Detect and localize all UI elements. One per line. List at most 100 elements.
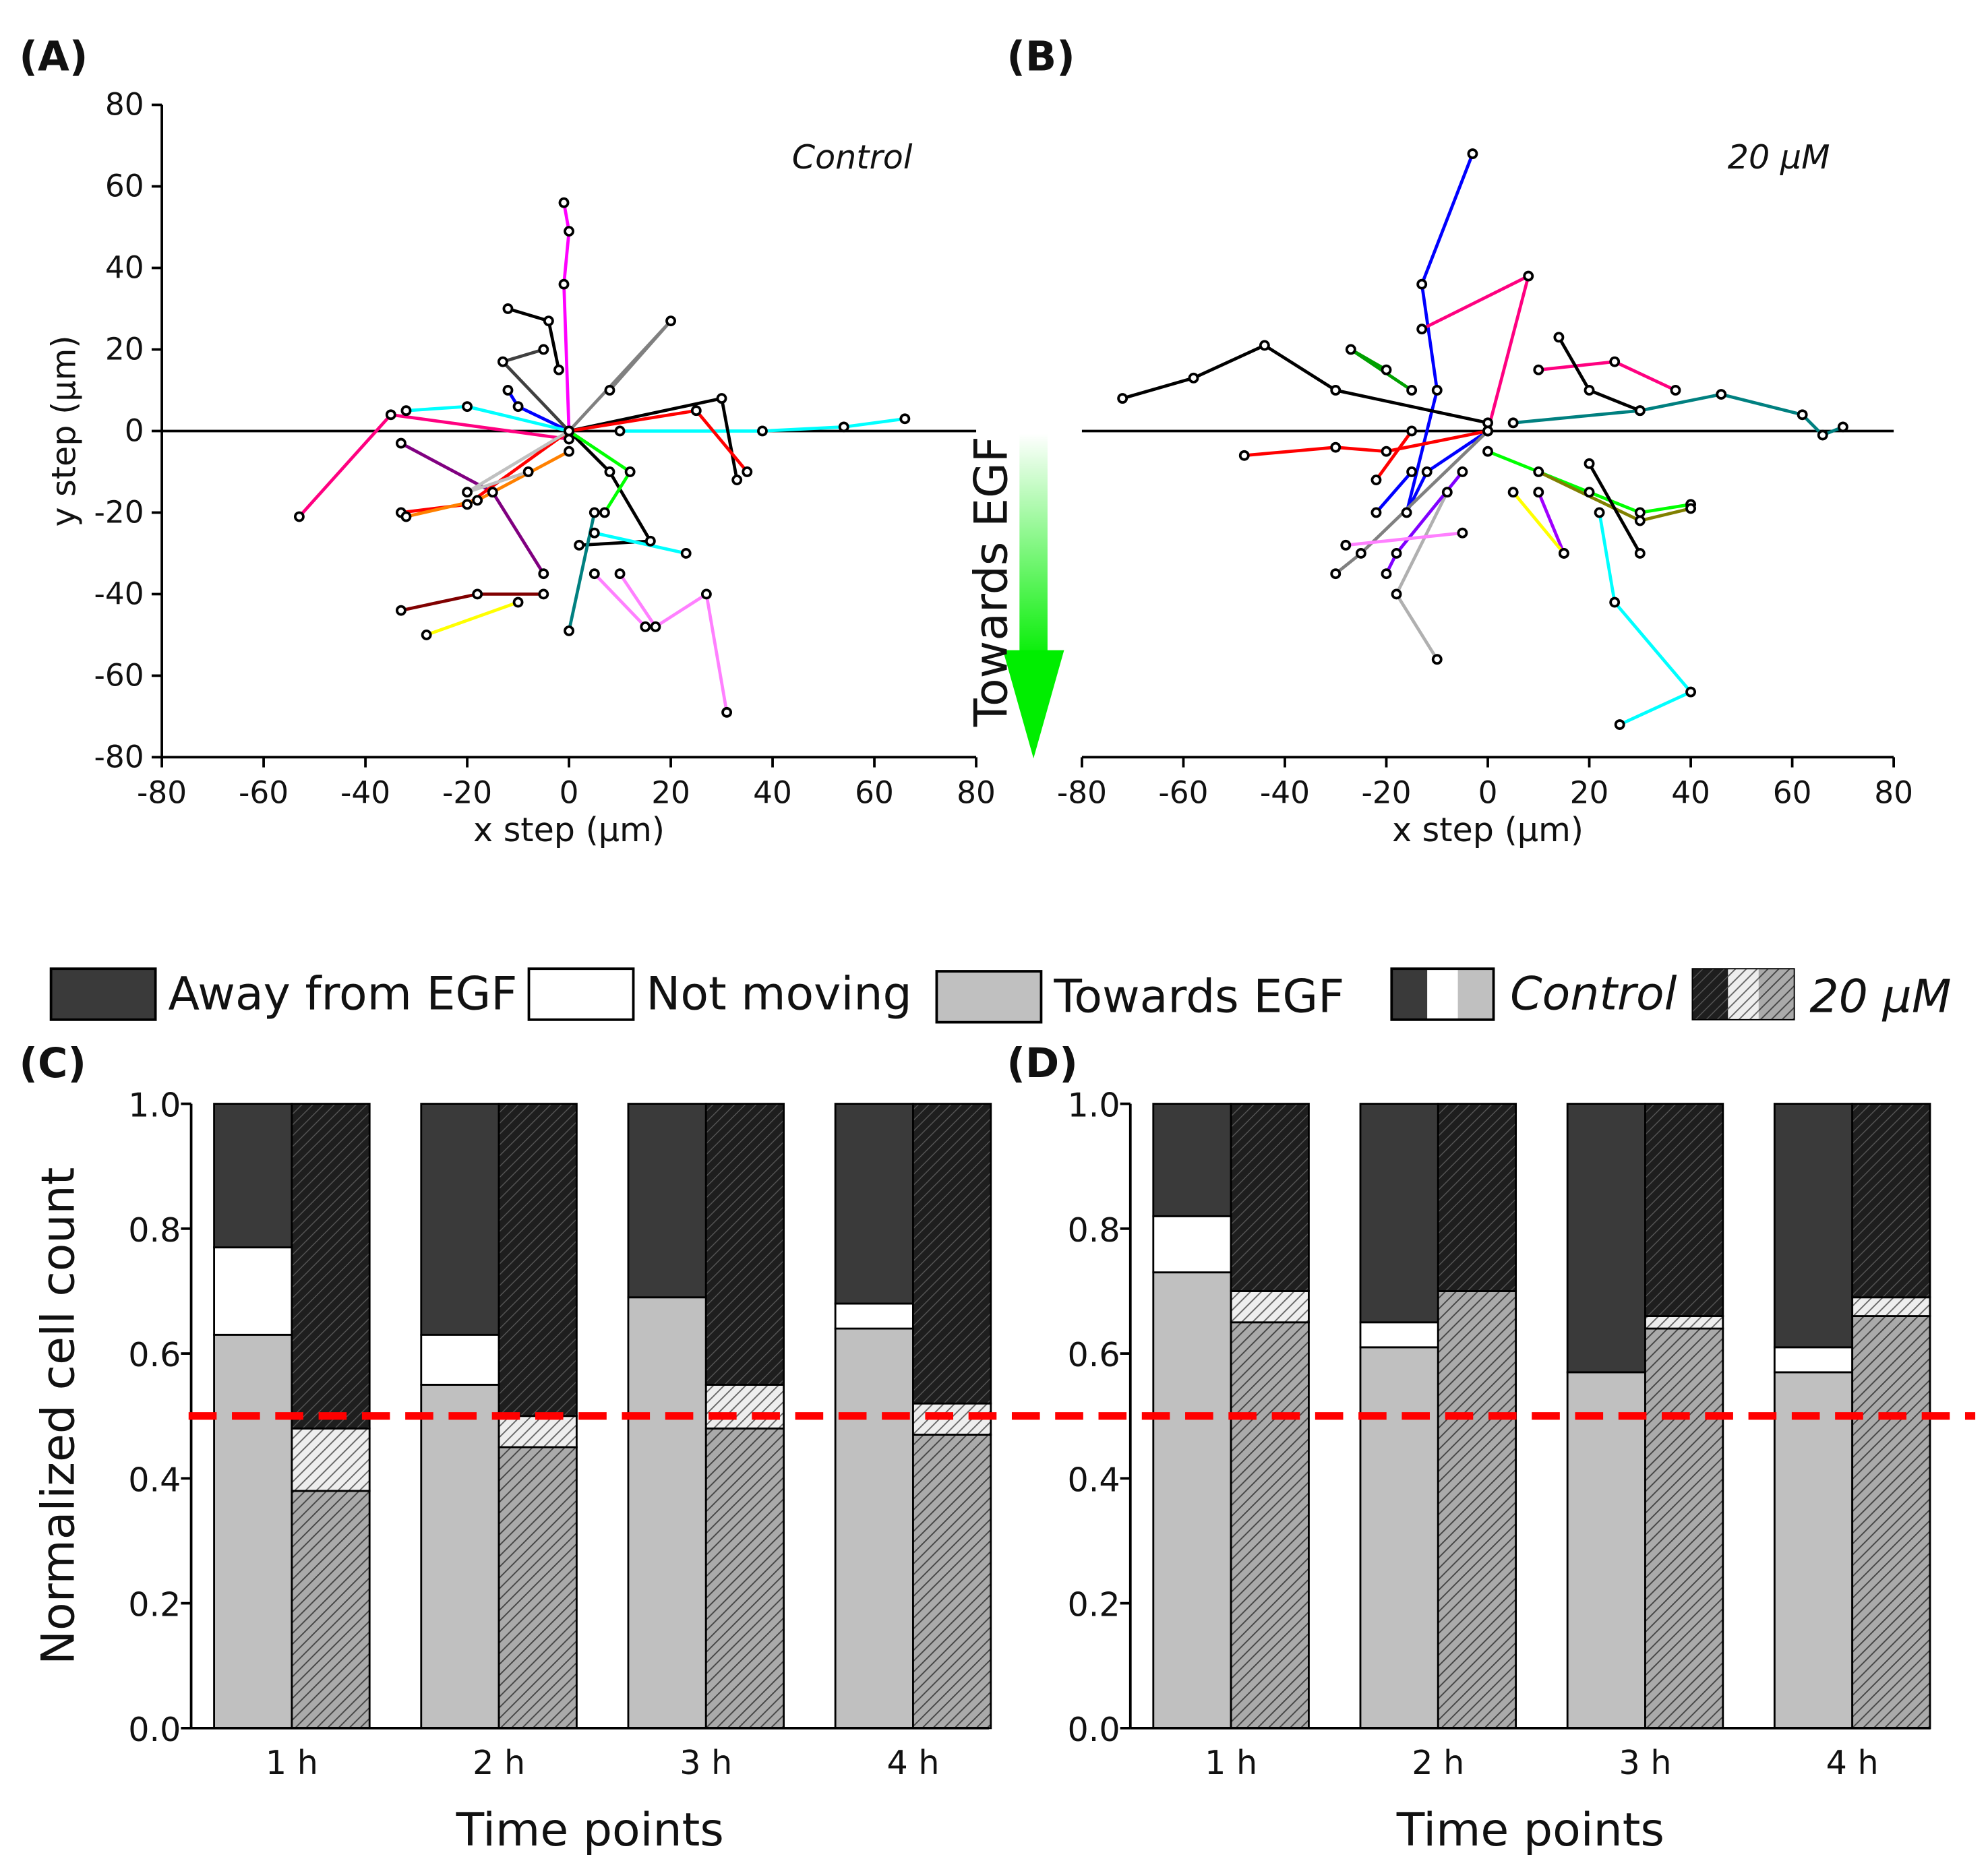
trajectory-point [502,303,514,314]
trajectory-point [1416,324,1428,335]
y-axis-label: y step (µm) [44,335,84,526]
bar-not-moving [1152,1215,1232,1274]
trajectory-point [564,425,574,437]
bar-away [1230,1103,1310,1292]
y-tick-label: 0.8 [1067,1211,1120,1250]
legend-control: Control [1510,968,1677,1021]
trajectory-point [1441,487,1453,498]
trajectory-point [604,466,615,477]
trajectory-point [1837,421,1848,433]
trajectory-point [604,385,615,396]
trajectory-point [1584,458,1595,469]
x-tick-label: -60 [239,774,289,810]
trajectory-point [1345,344,1356,355]
trajectory-track [618,572,729,713]
trajectory-point [899,413,911,425]
trajectory-track [1588,462,1641,555]
y-tick-label: 80 [105,87,144,123]
trajectory-point [1431,385,1443,396]
trajectory-track [1375,430,1414,481]
bar-not-moving [1644,1315,1724,1330]
trajectory-track [1244,429,1488,458]
bar-towards [1152,1271,1232,1730]
trajectory-point [564,625,574,636]
bar-not-moving [1230,1290,1310,1324]
trajectory-point [1421,466,1433,477]
trajectory-point [599,507,610,518]
trajectory-point [644,535,656,547]
bar-towards [1566,1371,1646,1730]
trajectory-plot-treated: -80 -60 -40 -20 0 20 40 60 80 x step (µm) 20 µM [1057,138,1913,849]
trajectory-point [640,621,651,632]
trajectory-point [742,466,753,477]
trajectory-track [1538,470,1691,523]
trajectory-point [564,446,574,457]
trajectory-point [1401,507,1412,518]
bar-not-moving [704,1384,785,1430]
x-tick-label: 20 [651,774,690,810]
trajectory-point [538,568,549,580]
trajectory-point [1482,446,1493,457]
trajectory-point [1381,568,1392,580]
legend-away: Away from EGF [169,968,518,1021]
x-tick-label: -20 [442,774,492,810]
trajectory-point [1381,446,1392,457]
y-tick-label: 0.2 [1067,1585,1120,1624]
trajectory-track [1405,153,1489,514]
trajectory-point [400,511,412,522]
trajectory-point [650,621,661,632]
trajectory-point [558,278,570,290]
bar-towards [1230,1321,1310,1730]
x-tick-label: 80 [957,774,996,810]
bar-towards [627,1296,707,1730]
x-tick-label: 2 h [1412,1743,1464,1782]
bar-towards [291,1490,371,1730]
trajectory-track [568,319,672,433]
trajectory-point [1523,270,1534,282]
trajectory-track [593,572,647,628]
trajectory-point [395,605,406,616]
trajectory-point [721,706,733,718]
trajectory-track [1511,491,1565,555]
bar-towards [1851,1315,1931,1730]
trajectory-track [1557,336,1641,413]
trajectory-point [1467,148,1478,160]
bar-towards [912,1434,992,1730]
x-axis-label: Time points [456,1804,724,1857]
trajectory-track [1346,531,1463,547]
trajectory-point [838,421,849,433]
trajectory-plot-control: -80 -60 -40 -20 0 20 40 60 80 -80 -60 -40 -20 0 20 40 60… [44,87,996,850]
trajectory-point [1533,364,1544,375]
trajectory-track [1375,470,1413,514]
bar-away [1644,1103,1724,1317]
trajectory-point [1634,548,1646,559]
y-tick-label: 0 [125,413,144,449]
trajectory-track [568,396,739,481]
bar-towards [498,1446,578,1730]
trajectory-point [1670,385,1681,396]
legend-swatch-away [49,967,157,1021]
y-tick-label: 20 [105,332,144,367]
bar-towards [213,1333,293,1730]
trajectory-point [1457,527,1468,539]
trajectory-point [1188,372,1199,384]
x-tick-label: -20 [1361,774,1411,810]
bar-away [704,1103,785,1386]
x-tick-label: 1 h [266,1743,318,1782]
trajectory-point [1416,278,1428,290]
trajectory-point [624,466,636,477]
trajectory-track [466,429,570,494]
trajectory-point [1685,686,1697,698]
y-axis-label: Normalized cell count [32,1167,86,1665]
legend-swatch-towards [935,970,1043,1024]
trajectory-point [1609,597,1621,608]
trajectory-point [1238,450,1250,461]
legend-swatch-treated [1691,968,1795,1020]
bar-not-moving [213,1246,293,1336]
bar-not-moving [1851,1296,1931,1317]
condition-annotation: 20 µM [1728,138,1830,177]
trajectory-point [564,226,574,237]
trajectory-point [462,487,473,498]
bar-away [1437,1103,1517,1292]
